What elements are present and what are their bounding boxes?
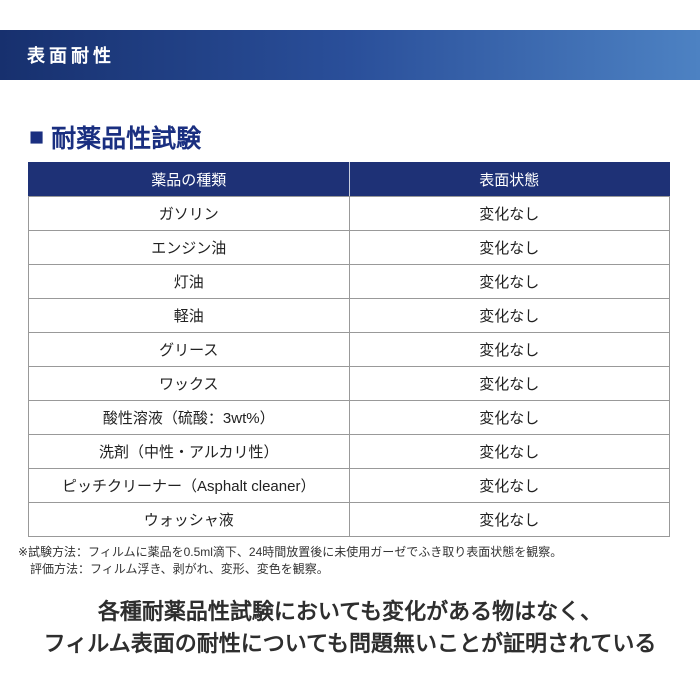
cell-chemical: ウォッシャ液 [28,502,350,537]
table-row: グリース 変化なし [28,332,670,367]
table-row: 酸性溶液（硫酸：3wt%） 変化なし [28,400,670,435]
footnote-evaluation-method: 評価方法：フィルム浮き、剥がれ、変形、変色を観察。 [30,562,329,576]
cell-state: 変化なし [348,264,670,299]
table-row: 軽油 変化なし [28,298,670,333]
cell-state: 変化なし [348,502,670,537]
header-bar: 表面耐性 [0,30,700,80]
cell-chemical: ワックス [28,366,350,401]
conclusion-text: 各種耐薬品性試験においても変化がある物はなく、 フィルム表面の耐性についても問題… [0,596,700,660]
cell-state: 変化なし [348,332,670,367]
cell-chemical: 酸性溶液（硫酸：3wt%） [28,400,350,435]
table-row: ガソリン 変化なし [28,196,670,231]
table-row: ピッチクリーナー（Asphalt cleaner） 変化なし [28,468,670,503]
footnote-test-method: ※試験方法：フィルムに薬品を0.5ml滴下、24時間放置後に未使用ガーゼでふき取… [18,545,563,559]
cell-chemical: グリース [28,332,350,367]
cell-state: 変化なし [348,434,670,469]
table-row: ウォッシャ液 変化なし [28,502,670,537]
table-row: 洗剤（中性・アルカリ性） 変化なし [28,434,670,469]
table-header-row: 薬品の種類 表面状態 [28,162,670,197]
cell-state: 変化なし [348,230,670,265]
cell-state: 変化なし [348,400,670,435]
cell-chemical: ガソリン [28,196,350,231]
cell-state: 変化なし [348,298,670,333]
cell-chemical: 洗剤（中性・アルカリ性） [28,434,350,469]
conclusion-line-2: フィルム表面の耐性についても問題無いことが証明されている [43,631,657,656]
table-row: 灯油 変化なし [28,264,670,299]
cell-chemical: 軽油 [28,298,350,333]
square-bullet-icon: ■ [29,122,45,151]
section-title: 耐薬品性試験 [51,125,202,153]
conclusion-line-1: 各種耐薬品性試験においても変化がある物はなく、 [97,599,603,624]
section-heading: ■ 耐薬品性試験 [29,119,201,155]
cell-chemical: エンジン油 [28,230,350,265]
table-row: ワックス 変化なし [28,366,670,401]
cell-chemical: 灯油 [28,264,350,299]
footnote: ※試験方法：フィルムに薬品を0.5ml滴下、24時間放置後に未使用ガーゼでふき取… [18,544,562,578]
cell-state: 変化なし [348,468,670,503]
cell-state: 変化なし [348,196,670,231]
cell-chemical: ピッチクリーナー（Asphalt cleaner） [28,468,350,503]
column-header-chemical-type: 薬品の種類 [28,162,350,197]
chemical-resistance-table: 薬品の種類 表面状態 ガソリン 変化なし エンジン油 変化なし 灯油 変化なし … [28,162,670,537]
table-row: エンジン油 変化なし [28,230,670,265]
header-bar-title: 表面耐性 [27,46,115,66]
column-header-surface-state: 表面状態 [349,162,670,197]
cell-state: 変化なし [348,366,670,401]
